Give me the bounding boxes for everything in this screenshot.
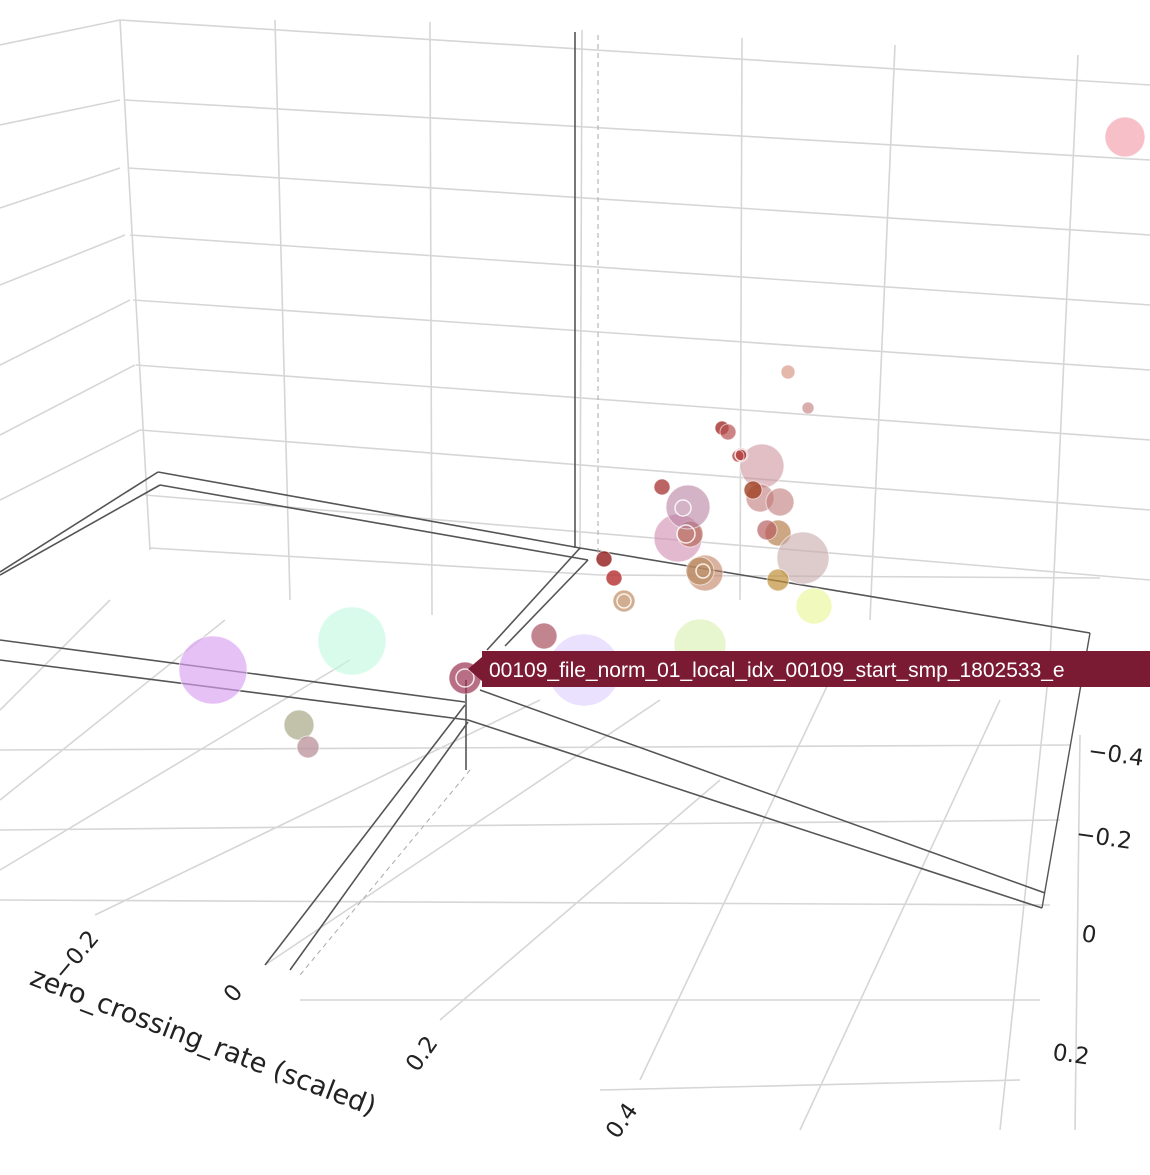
floor-grid-line bbox=[639, 679, 831, 1081]
frame-line bbox=[157, 471, 581, 549]
x-axis-title: zero_crossing_rate (scaled) bbox=[26, 962, 380, 1123]
back-wall-horizontal-grid-line bbox=[127, 167, 1150, 236]
back-wall-vertical-grid-line bbox=[739, 37, 743, 601]
scatter-point-ring bbox=[616, 593, 632, 609]
scatter-point[interactable] bbox=[795, 587, 833, 625]
z-tick-label: −0.2 bbox=[1075, 821, 1134, 855]
back-wall-vertical-grid-line bbox=[579, 29, 583, 551]
scatter-markers bbox=[178, 116, 1146, 759]
scatter-point[interactable] bbox=[530, 622, 558, 650]
frame-line bbox=[264, 704, 466, 966]
back-wall-horizontal-grid-line bbox=[144, 494, 1150, 581]
back-wall-horizontal-grid-line bbox=[0, 364, 136, 436]
z-tick-label: −0.4 bbox=[1087, 738, 1146, 772]
z-tick-label: 0.2 bbox=[1051, 1040, 1091, 1071]
back-wall-horizontal-grid-line bbox=[0, 299, 131, 366]
frame-line bbox=[579, 547, 1091, 634]
back-wall-horizontal-grid-line bbox=[119, 19, 1150, 86]
frame-line bbox=[479, 689, 1046, 894]
hover-tooltip-text: 00109_file_norm_01_local_idx_00109_start… bbox=[489, 659, 1065, 682]
scatter-point[interactable] bbox=[780, 364, 796, 380]
scatter-point-ring bbox=[676, 524, 696, 544]
scatter-point-ring bbox=[455, 668, 475, 688]
scatter-point[interactable] bbox=[595, 550, 613, 568]
x-tick-label: 0 bbox=[219, 980, 248, 1008]
floor-grid-line bbox=[94, 699, 541, 916]
scatter-point[interactable] bbox=[612, 589, 636, 613]
frame-line bbox=[159, 484, 589, 561]
floor-grid-line bbox=[799, 699, 1001, 1131]
scatter-point[interactable] bbox=[766, 568, 790, 592]
x-tick-label: 0.4 bbox=[601, 1099, 643, 1144]
back-wall-horizontal-grid-line bbox=[149, 547, 601, 576]
frame-line bbox=[0, 471, 159, 573]
x-tick-label: 0.2 bbox=[401, 1032, 443, 1077]
back-wall-vertical-grid-line bbox=[1049, 54, 1079, 661]
scatter-point[interactable] bbox=[776, 531, 830, 585]
scatter-point[interactable] bbox=[743, 480, 763, 500]
scatter-point[interactable] bbox=[719, 423, 737, 441]
floor-grid-line bbox=[0, 599, 111, 711]
hover-tooltip-box bbox=[482, 651, 1150, 687]
frame-line bbox=[486, 547, 581, 651]
scatter-point[interactable] bbox=[605, 569, 623, 587]
back-wall-horizontal-grid-line bbox=[135, 364, 1150, 441]
scatter-point[interactable] bbox=[317, 606, 387, 676]
frame-line bbox=[0, 484, 161, 576]
frame-line bbox=[504, 559, 589, 647]
scatter-point[interactable] bbox=[653, 478, 671, 496]
side-wall-grid-line bbox=[999, 659, 1051, 1131]
floor-grid-line bbox=[0, 659, 351, 871]
scatter-point-ring bbox=[734, 448, 748, 462]
scatter-point[interactable] bbox=[1104, 116, 1146, 158]
back-wall-vertical-grid-line bbox=[429, 21, 433, 616]
scatter-point[interactable] bbox=[801, 401, 815, 415]
back-wall-horizontal-grid-line bbox=[0, 19, 121, 46]
back-wall-horizontal-grid-line bbox=[0, 99, 121, 126]
scatter-point[interactable] bbox=[765, 487, 795, 517]
frame-line bbox=[467, 719, 1043, 909]
hover-tooltip-pointer bbox=[468, 657, 482, 681]
floor-grid-line bbox=[439, 779, 721, 1021]
back-wall-horizontal-grid-line bbox=[599, 574, 1101, 579]
back-wall-horizontal-grid-line bbox=[0, 167, 121, 209]
scatter-point-ring bbox=[695, 563, 711, 579]
hover-tooltip: 00109_file_norm_01_local_idx_00109_start… bbox=[468, 651, 1150, 687]
back-wall-horizontal-grid-line bbox=[132, 299, 1150, 371]
floor-grid-line bbox=[0, 819, 1061, 831]
scatter-point[interactable] bbox=[178, 635, 248, 705]
frame-line bbox=[289, 721, 469, 971]
back-wall-horizontal-grid-line bbox=[124, 99, 1150, 161]
floor-grid-line bbox=[264, 699, 661, 966]
side-wall-grid-line bbox=[1074, 734, 1081, 1131]
back-wall-horizontal-grid-line bbox=[0, 234, 126, 286]
scatter-point[interactable] bbox=[665, 484, 711, 530]
back-wall-horizontal-grid-line bbox=[129, 234, 1150, 306]
floor-grid-line bbox=[0, 744, 1071, 751]
z-tick-label: 0 bbox=[1080, 921, 1098, 949]
grid bbox=[0, 19, 1150, 1131]
projection-spike-line bbox=[299, 769, 471, 976]
back-wall-horizontal-grid-line bbox=[0, 429, 141, 501]
back-wall-horizontal-grid-line bbox=[139, 429, 1150, 511]
axis-frame bbox=[0, 32, 1091, 976]
floor-grid-line bbox=[599, 1079, 1021, 1091]
scatter-point[interactable] bbox=[685, 556, 715, 586]
scatter-point[interactable] bbox=[296, 735, 320, 759]
back-wall-vertical-grid-line bbox=[119, 19, 151, 551]
scatter-point[interactable] bbox=[283, 709, 315, 741]
scatter-point-ring bbox=[674, 499, 692, 517]
floor-grid-line bbox=[0, 899, 1051, 906]
scatter-point[interactable] bbox=[756, 519, 778, 541]
back-wall-vertical-grid-line bbox=[869, 44, 896, 621]
